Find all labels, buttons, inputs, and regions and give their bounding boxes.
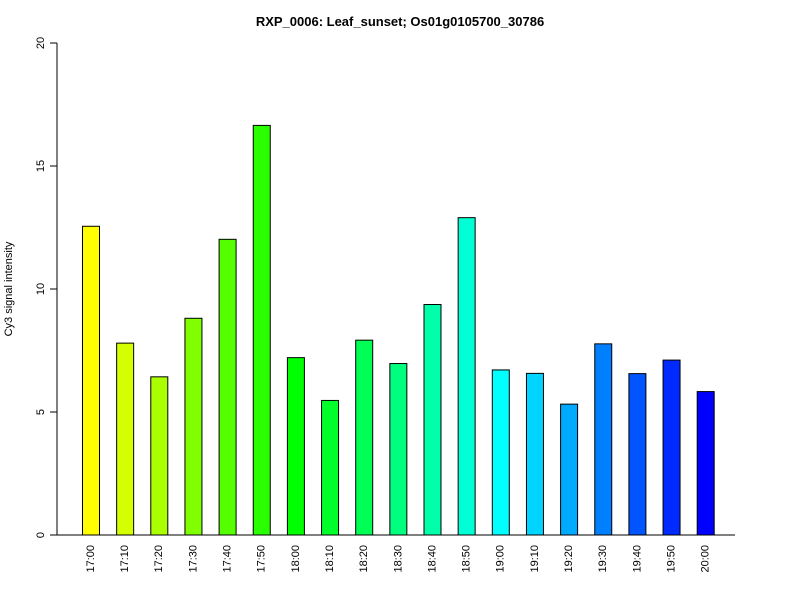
bar-1750 bbox=[252, 124, 271, 536]
x-tick-label: 19:40 bbox=[631, 545, 643, 573]
chart-title: RXP_0006: Leaf_sunset; Os01g0105700_3078… bbox=[255, 14, 545, 29]
bar-1850 bbox=[457, 217, 476, 536]
bar-1910 bbox=[525, 372, 544, 536]
bar-1940 bbox=[628, 373, 647, 536]
x-tick-label: 19:00 bbox=[495, 545, 507, 573]
x-tick-label: 18:00 bbox=[290, 545, 302, 573]
bar-1820 bbox=[355, 339, 374, 536]
x-tick-label: 17:30 bbox=[187, 545, 199, 573]
bar-1730 bbox=[184, 317, 203, 536]
x-tick-label: 19:50 bbox=[665, 545, 677, 573]
x-tick-label: 17:10 bbox=[119, 545, 131, 573]
x-tick-label: 17:40 bbox=[222, 545, 234, 573]
x-tick-label: 18:50 bbox=[461, 545, 473, 573]
x-tick-label: 18:30 bbox=[392, 545, 404, 573]
y-tick-label: 15 bbox=[35, 160, 47, 172]
bar-1950 bbox=[662, 359, 681, 536]
bars bbox=[82, 124, 715, 536]
bar-1810 bbox=[321, 399, 340, 536]
x-tick-label: 20:00 bbox=[700, 545, 712, 573]
y-tick-label: 10 bbox=[35, 283, 47, 295]
bar-1840 bbox=[423, 303, 442, 536]
x-tick-label: 17:20 bbox=[153, 545, 165, 573]
bar-1920 bbox=[560, 403, 579, 536]
x-axis: 17:00 17:10 17:20 17:30 17:40 17:50 18:00 18:10… bbox=[57, 534, 735, 573]
x-tick-label: 18:10 bbox=[324, 545, 336, 573]
bar-1830 bbox=[389, 363, 408, 536]
x-tick-label: 19:30 bbox=[597, 545, 609, 573]
x-tick-label: 18:20 bbox=[358, 545, 370, 573]
x-tick-label: 19:10 bbox=[529, 545, 541, 573]
y-tick-label: 0 bbox=[35, 532, 47, 538]
y-axis-label: Cy3 signal intensity bbox=[3, 241, 15, 336]
bar-1900 bbox=[491, 369, 510, 536]
bar-1710 bbox=[116, 342, 135, 536]
x-tick-label: 18:40 bbox=[426, 545, 438, 573]
x-tick-label: 17:00 bbox=[85, 545, 97, 573]
bar-2000 bbox=[696, 391, 715, 536]
bar-1930 bbox=[594, 343, 613, 536]
bar-1740 bbox=[218, 238, 237, 536]
bar-1700 bbox=[82, 225, 100, 536]
y-axis: 0 5 10 15 20 bbox=[35, 37, 58, 538]
y-tick-label: 20 bbox=[35, 37, 47, 49]
bar-1720 bbox=[150, 376, 169, 536]
x-tick-label: 17:50 bbox=[256, 545, 268, 573]
bar-1800 bbox=[286, 357, 305, 536]
y-tick-label: 5 bbox=[35, 409, 47, 415]
x-tick-label: 19:20 bbox=[563, 545, 575, 573]
